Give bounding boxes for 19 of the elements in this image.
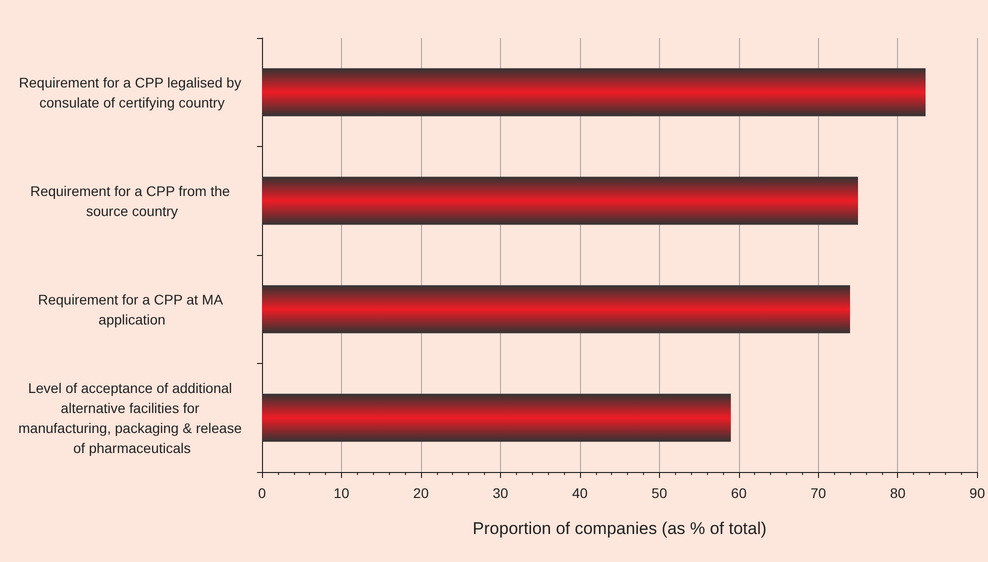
x-tick-label: 10: [334, 485, 350, 501]
bar: [262, 176, 858, 225]
y-tick-label: Requirement for a CPP at MA application: [38, 291, 226, 328]
bar: [262, 394, 731, 442]
bar: [262, 68, 926, 116]
x-tick-label: 50: [652, 485, 668, 501]
y-tick-label: Requirement for a CPP from the source country: [30, 182, 234, 219]
x-tick-label: 0: [258, 485, 266, 501]
y-tick-label: Requirement for a CPP legalised by consulate of certifying country: [18, 74, 246, 110]
x-tick-label: 20: [413, 485, 429, 501]
x-tick-label: 70: [810, 485, 826, 501]
x-tick-label: 80: [890, 485, 906, 501]
x-tick-label: 90: [969, 485, 986, 501]
x-tick-label: 30: [492, 485, 508, 501]
x-tick-label: 40: [572, 485, 588, 501]
x-tick-label: 60: [731, 485, 747, 501]
y-tick-label: Level of acceptance of additional alternative facilities for manufacturing, packaging & release of pharmaceuticals: [18, 380, 246, 456]
bar: [262, 285, 850, 334]
x-axis-title: Proportion of companies (as % of total): [472, 519, 767, 538]
